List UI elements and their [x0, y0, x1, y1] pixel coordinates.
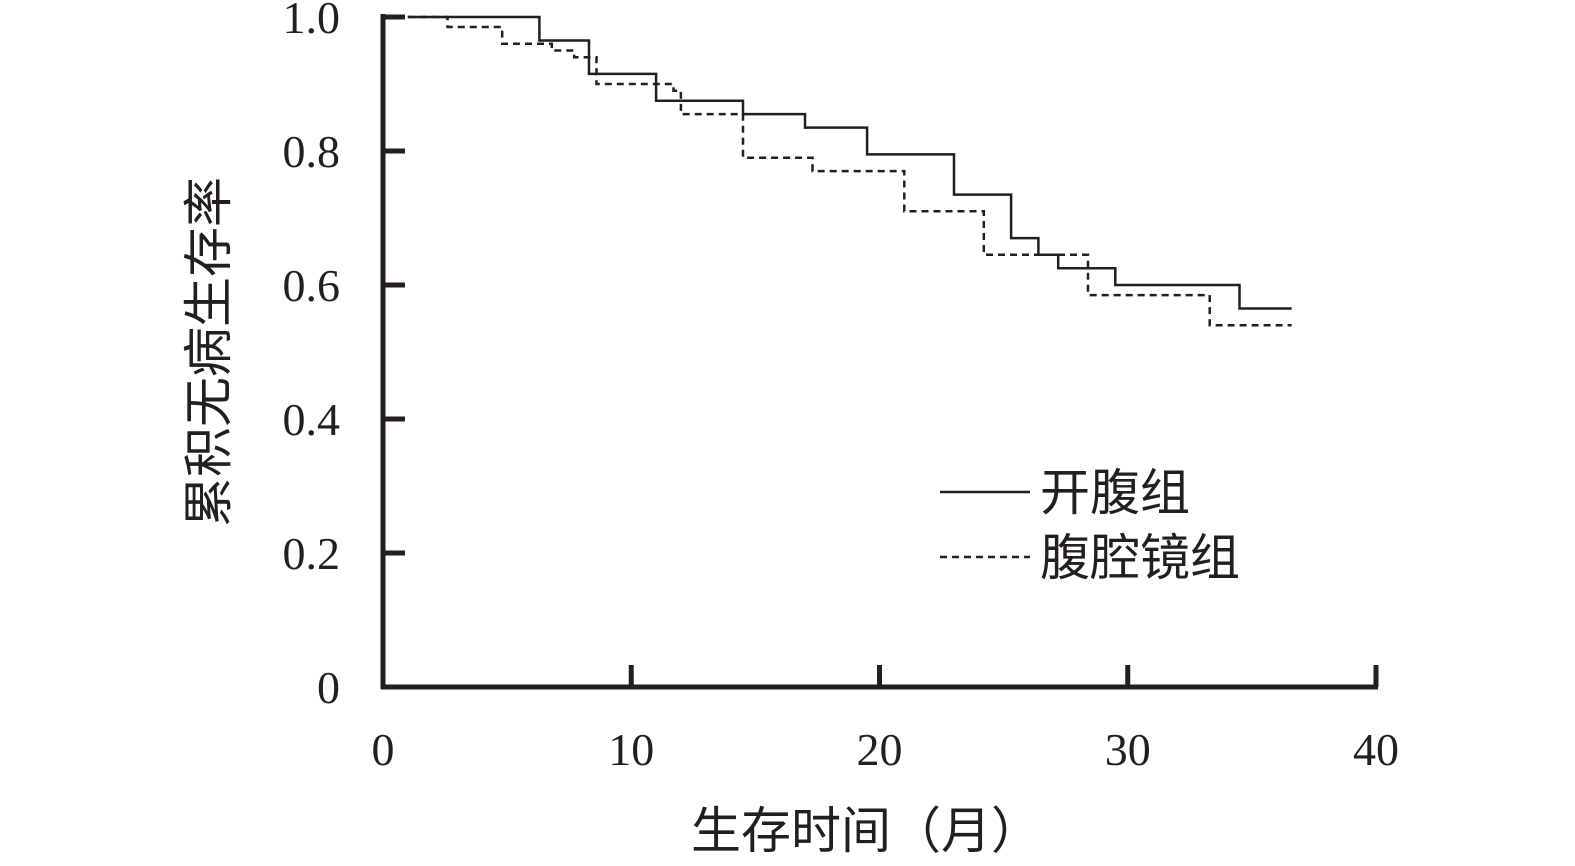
y-tick-label: 0.8	[283, 126, 341, 177]
legend: 开腹组 腹腔镜组	[940, 464, 1240, 587]
y-tick-label: 0.4	[283, 394, 341, 445]
x-tick-label: 30	[1105, 724, 1151, 775]
y-tick-label: 0.6	[283, 260, 341, 311]
x-tick-label: 20	[857, 724, 903, 775]
y-axis-title: 累积无病生存率	[180, 177, 238, 527]
legend-label-dashed: 腹腔镜组	[1040, 529, 1240, 587]
x-tick-label: 0	[372, 724, 395, 775]
y-tick-label: 1.0	[283, 0, 341, 43]
legend-label-solid: 开腹组	[1040, 464, 1190, 522]
x-tick-label: 10	[608, 724, 654, 775]
x-axis-title: 生存时间（月）	[691, 802, 1041, 860]
axes	[380, 14, 1378, 690]
y-tick-label: 0	[317, 662, 340, 713]
series-line-laparoscopic	[407, 15, 1292, 327]
plot-lines	[407, 15, 1292, 327]
y-tick-label: 0.2	[283, 528, 341, 579]
x-tick-label: 40	[1353, 724, 1399, 775]
series-line-open	[407, 15, 1292, 310]
ticks: 0 10 20 30 40 0 0.2 0.4 0.6 0.8 1.0	[283, 0, 1400, 775]
